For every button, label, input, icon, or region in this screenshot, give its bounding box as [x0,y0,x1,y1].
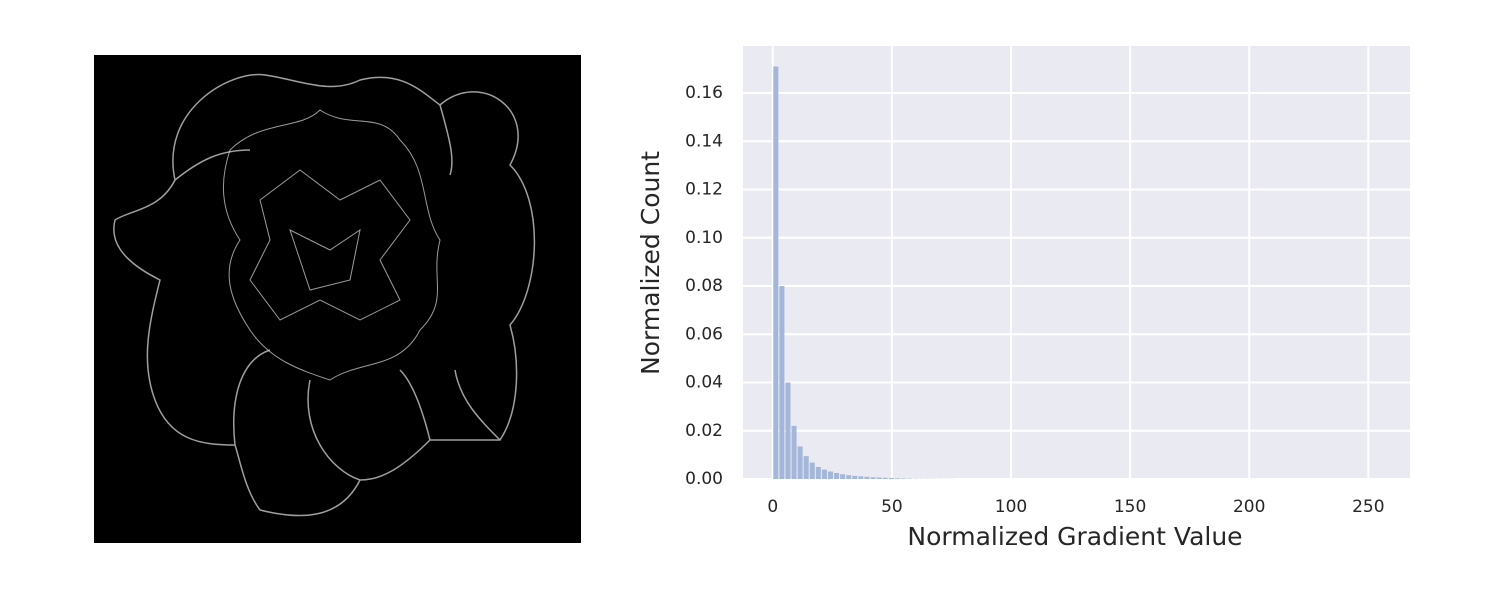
y-tick-label: 0.10 [685,228,723,248]
bar [858,476,864,479]
bar [840,474,846,479]
x-tick-label: 250 [1352,497,1384,517]
y-tick-label: 0.00 [685,469,723,489]
bar [876,477,882,479]
bar [821,469,827,479]
bar [864,476,870,479]
y-tick-label: 0.16 [685,83,723,103]
bar [797,446,803,479]
bar [785,382,791,479]
image-edges [113,73,536,517]
bar [803,456,809,479]
bar [894,478,900,479]
y-tick-label: 0.14 [685,131,723,151]
bar [815,466,821,479]
x-tick-label: 150 [1114,497,1146,517]
bar [882,477,888,479]
x-axis-label: Normalized Gradient Value [907,522,1242,551]
gradient-image [94,55,581,543]
bar [900,478,906,479]
bar [888,478,894,479]
image-background [94,55,581,543]
x-tick-label: 200 [1233,497,1265,517]
bar [773,66,779,479]
bar [779,286,785,479]
y-tick-label: 0.12 [685,180,723,200]
x-tick-label: 50 [881,497,903,517]
x-tick-label: 0 [767,497,778,517]
bar [791,425,797,479]
y-tick-label: 0.08 [685,276,723,296]
bar [809,462,815,479]
bar [846,475,852,479]
y-tick-label: 0.04 [685,373,723,393]
bar [834,472,840,479]
bar [827,471,834,479]
bar [852,475,858,479]
y-tick-label: 0.02 [685,421,723,441]
x-tick-label: 100 [995,497,1027,517]
bar [870,477,876,479]
y-axis-label: Normalized Count [636,151,665,375]
plot-background [743,46,1410,479]
histogram-plot [743,46,1410,479]
image-texture [222,109,441,381]
y-tick-label: 0.06 [685,324,723,344]
